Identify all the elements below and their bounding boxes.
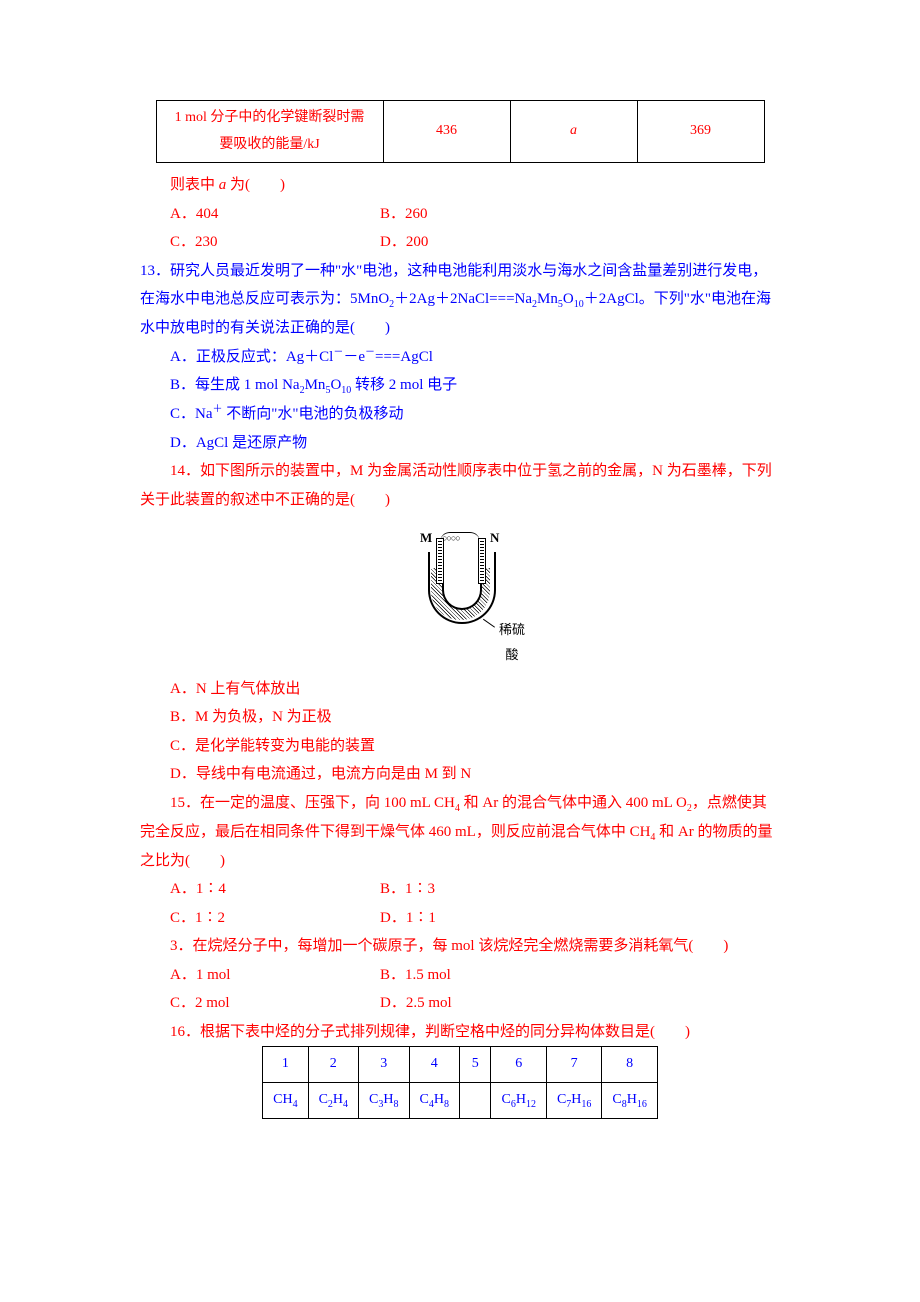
q14-figure: M N ○○○○ 稀硫酸: [140, 524, 780, 665]
q15-optC: C．1∶2: [170, 904, 380, 933]
t2-c7: C7H16: [546, 1082, 601, 1118]
t2-h1: 1: [263, 1047, 308, 1083]
t2-h6: 6: [491, 1047, 546, 1083]
q13-optA: A．正极反应式：Ag＋Cl－－e－===AgCl: [140, 343, 780, 372]
q15-opts-row1: A．1∶4 B．1∶3: [140, 875, 780, 904]
t2-c3: C3H8: [359, 1082, 409, 1118]
table1-label-text: 1 mol 分子中的化学键断裂时需要吸收的能量/kJ: [175, 110, 365, 152]
q12-optD: D．200: [380, 228, 428, 257]
q16-stem: 16．根据下表中烃的分子式排列规律，判断空格中烃的同分异构体数目是( ): [140, 1018, 780, 1047]
t2-h4: 4: [409, 1047, 459, 1083]
qextra-optA: A．1 mol: [170, 961, 380, 990]
electrode-m: [436, 538, 444, 584]
label-M: M: [420, 526, 432, 551]
utube-diagram: M N ○○○○ 稀硫酸: [390, 524, 530, 654]
q12-opts-row1: A．404 B．260: [140, 200, 780, 229]
wire: [440, 532, 480, 545]
q12-stem: 则表中 a 为( ): [140, 171, 780, 200]
qextra-optB: B．1.5 mol: [380, 961, 451, 990]
q14-num: 14．: [170, 463, 200, 479]
table1-c2: a: [510, 101, 637, 163]
qextra-opts-row2: C．2 mol D．2.5 mol: [140, 989, 780, 1018]
q14-optA: A．N 上有气体放出: [140, 675, 780, 704]
q16-num: 16．: [170, 1024, 200, 1040]
qextra-optC: C．2 mol: [170, 989, 380, 1018]
t2-header-row: 1 2 3 4 5 6 7 8: [263, 1047, 658, 1083]
t2-h7: 7: [546, 1047, 601, 1083]
q14-stem: 14．如下图所示的装置中，M 为金属活动性顺序表中位于氢之前的金属，N 为石墨棒…: [140, 457, 780, 514]
q14-stem-text: 如下图所示的装置中，M 为金属活动性顺序表中位于氢之前的金属，N 为石墨棒，下列…: [140, 463, 772, 508]
q14-optC: C．是化学能转变为电能的装置: [140, 732, 780, 761]
t2-h2: 2: [308, 1047, 358, 1083]
q15-optB: B．1∶3: [380, 875, 435, 904]
q13-optD: D．AgCl 是还原产物: [140, 429, 780, 458]
utube-inner: [442, 552, 482, 610]
q12-opts-row2: C．230 D．200: [140, 228, 780, 257]
acid-label: 稀硫酸: [494, 618, 530, 667]
t2-data-row: CH4 C2H4 C3H8 C4H8 C6H12 C7H16 C8H16: [263, 1082, 658, 1118]
t2-h3: 3: [359, 1047, 409, 1083]
t2-h5: 5: [459, 1047, 491, 1083]
q12-optA: A．404: [170, 200, 380, 229]
table1-c1: 436: [383, 101, 510, 163]
t2-c2: C2H4: [308, 1082, 358, 1118]
qextra-stem: 3．在烷烃分子中，每增加一个碳原子，每 mol 该烷烃完全燃烧需要多消耗氧气( …: [140, 932, 780, 961]
q16-stem-text: 根据下表中烃的分子式排列规律，判断空格中烃的同分异构体数目是( ): [200, 1024, 690, 1040]
q15-optD: D．1∶1: [380, 904, 436, 933]
electrode-n: [478, 538, 486, 584]
qextra-opts-row1: A．1 mol B．1.5 mol: [140, 961, 780, 990]
qextra-num: 3．: [170, 938, 193, 954]
energy-table: 1 mol 分子中的化学键断裂时需要吸收的能量/kJ 436 a 369: [156, 100, 765, 163]
q15-optA: A．1∶4: [170, 875, 380, 904]
q15-opts-row2: C．1∶2 D．1∶1: [140, 904, 780, 933]
q14-optB: B．M 为负极，N 为正极: [140, 703, 780, 732]
q12-optB: B．260: [380, 200, 428, 229]
q13-optC: C．Na＋ 不断向"水"电池的负极移动: [140, 400, 780, 429]
t2-c1: CH4: [263, 1082, 308, 1118]
q14-optD: D．导线中有电流通过，电流方向是由 M 到 N: [140, 760, 780, 789]
qextra-optD: D．2.5 mol: [380, 989, 452, 1018]
table1-label: 1 mol 分子中的化学键断裂时需要吸收的能量/kJ: [156, 101, 383, 163]
label-N: N: [490, 526, 499, 551]
q13-stem: 13．研究人员最近发明了一种"水"电池，这种电池能利用淡水与海水之间含盐量差别进…: [140, 257, 780, 343]
t2-c5: [459, 1082, 491, 1118]
q15-stem: 15．在一定的温度、压强下，向 100 mL CH4 和 Ar 的混合气体中通入…: [140, 789, 780, 876]
table1-c3: 369: [637, 101, 764, 163]
t2-h8: 8: [602, 1047, 657, 1083]
q15-num: 15．: [170, 795, 200, 811]
qextra-stem-text: 在烷烃分子中，每增加一个碳原子，每 mol 该烷烃完全燃烧需要多消耗氧气( ): [193, 938, 729, 954]
hydrocarbon-table: 1 2 3 4 5 6 7 8 CH4 C2H4 C3H8 C4H8 C6H12…: [262, 1046, 658, 1118]
t2-c8: C8H16: [602, 1082, 657, 1118]
q13-optB: B．每生成 1 mol Na2Mn5O10 转移 2 mol 电子: [140, 371, 780, 400]
q12-optC: C．230: [170, 228, 380, 257]
q13-num: 13．: [140, 263, 170, 279]
document-page: 1 mol 分子中的化学键断裂时需要吸收的能量/kJ 436 a 369 则表中…: [0, 0, 920, 1187]
t2-c6: C6H12: [491, 1082, 546, 1118]
t2-c4: C4H8: [409, 1082, 459, 1118]
